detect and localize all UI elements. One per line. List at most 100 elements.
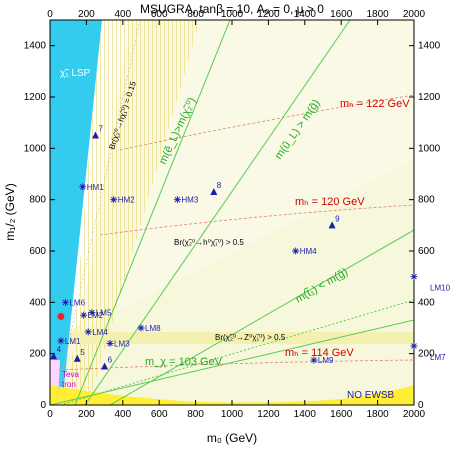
x-tick-label-top: 1000 xyxy=(221,9,244,20)
x-tick-label-top: 400 xyxy=(114,9,131,20)
benchmark-label-HM4: HM4 xyxy=(300,247,317,256)
benchmark-star-LM2 xyxy=(80,311,88,319)
benchmark-star-LM9 xyxy=(310,356,318,364)
x-tick-label: 400 xyxy=(114,409,131,420)
benchmark-star-LM8 xyxy=(137,324,145,332)
benchmark-star-LM7 xyxy=(410,342,418,350)
y-tick-label-right: 1200 xyxy=(418,92,441,103)
special-point xyxy=(57,312,65,320)
hatched-region xyxy=(68,20,200,405)
x-tick-label-top: 1200 xyxy=(257,9,280,20)
benchmark-label-LM2: LM2 xyxy=(88,311,104,320)
x-tick-label: 1800 xyxy=(366,409,389,420)
x-tick-label-top: 2000 xyxy=(403,9,426,20)
benchmark-star-HM3 xyxy=(173,196,181,204)
benchmark-label-8: 8 xyxy=(217,181,222,190)
br-c-label: Br(χ̃₂⁰→Z⁰χ̃₁⁰) > 0.5 xyxy=(215,333,286,342)
mh122-line xyxy=(119,94,414,151)
y-tick-label-right: 1400 xyxy=(418,41,441,52)
benchmark-label-LM6: LM6 xyxy=(69,298,85,307)
benchmark-label-LM10: LM10 xyxy=(430,284,451,293)
x-tick-label: 800 xyxy=(187,409,204,420)
x-tick-label: 200 xyxy=(78,409,95,420)
chart-title: MSUGRA, tanβ = 10, A₀ = 0, μ > 0 xyxy=(140,2,324,16)
benchmark-label-LM1: LM1 xyxy=(65,337,81,346)
x-tick-label-top: 200 xyxy=(78,9,95,20)
benchmark-star-LM10 xyxy=(410,273,418,281)
tevatron-label-2: tron xyxy=(62,380,76,389)
lsp-label: χ̃₁ LSP xyxy=(60,68,91,79)
benchmark-label-LM9: LM9 xyxy=(318,356,334,365)
benchmark-star-LM3 xyxy=(106,339,114,347)
benchmark-label-LM4: LM4 xyxy=(92,328,108,337)
y-tick-label-right: 800 xyxy=(418,195,435,206)
benchmark-star-HM1 xyxy=(79,183,87,191)
benchmark-triangle-9 xyxy=(328,221,336,229)
line-selectron xyxy=(74,20,231,405)
faint-diagonal xyxy=(54,20,141,405)
benchmark-label-HM1: HM1 xyxy=(87,183,104,192)
y-tick-label: 1000 xyxy=(24,143,47,154)
benchmark-star-LM4 xyxy=(84,328,92,336)
x-axis-label: m₀ (GeV) xyxy=(207,431,257,445)
mh114-label: mₕ = 114 GeV xyxy=(285,347,354,359)
no-ewsb-label: NO EWSB xyxy=(347,390,395,401)
line-stop xyxy=(109,229,414,405)
x-tick-label-top: 1800 xyxy=(366,9,389,20)
line-mchi-2 xyxy=(59,299,414,405)
benchmark-star-LM5 xyxy=(88,309,96,317)
benchmark-label-HM2: HM2 xyxy=(118,196,135,205)
no-ewsb-region xyxy=(50,385,414,405)
x-tick-label-top: 0 xyxy=(47,9,53,20)
mchi103-label: m_χ = 103 GeV xyxy=(145,356,223,368)
benchmark-triangle-5 xyxy=(73,354,81,362)
benchmark-label-LM8: LM8 xyxy=(145,324,161,333)
x-tick-label: 1400 xyxy=(294,409,317,420)
mh120-label: mₕ = 120 GeV xyxy=(295,196,365,208)
y-tick-label-right: 1000 xyxy=(418,143,441,154)
y-axis-label: m₁/₂ (GeV) xyxy=(3,183,17,240)
x-tick-label: 1200 xyxy=(257,409,280,420)
y-tick-label: 400 xyxy=(29,297,46,308)
y-tick-label: 1400 xyxy=(24,41,47,52)
benchmark-triangle-4 xyxy=(50,352,58,360)
benchmark-label-7: 7 xyxy=(99,125,104,134)
x-tick-label: 0 xyxy=(47,409,53,420)
y-tick-label: 200 xyxy=(29,349,46,360)
y-tick-label: 800 xyxy=(29,195,46,206)
y-tick-label-right: 600 xyxy=(418,246,435,257)
benchmark-label-4: 4 xyxy=(57,345,62,354)
benchmark-triangle-7 xyxy=(92,131,99,139)
y-tick-label-right: 0 xyxy=(418,400,424,411)
benchmark-label-LM7: LM7 xyxy=(430,353,446,362)
line-mchi xyxy=(50,319,414,405)
benchmark-label-LM5: LM5 xyxy=(96,309,112,318)
lsp-region xyxy=(50,20,102,405)
x-tick-label-top: 1600 xyxy=(330,9,353,20)
benchmark-triangle-8 xyxy=(210,187,218,195)
benchmark-label-6: 6 xyxy=(108,356,113,365)
x-tick-label: 2000 xyxy=(403,409,426,420)
y-tick-label: 600 xyxy=(29,246,46,257)
x-tick-label-top: 600 xyxy=(151,9,168,20)
x-tick-label-top: 800 xyxy=(187,9,204,20)
benchmark-star-HM2 xyxy=(110,196,118,204)
benchmark-label-HM3: HM3 xyxy=(181,196,198,205)
benchmark-star-HM4 xyxy=(292,247,300,255)
x-tick-label-top: 1400 xyxy=(294,9,317,20)
line-squark xyxy=(84,20,351,405)
x-tick-label: 1600 xyxy=(330,409,353,420)
y-tick-label-right: 400 xyxy=(418,297,435,308)
y-tick-label: 1200 xyxy=(24,92,47,103)
y-tick-label: 0 xyxy=(40,400,46,411)
br-b-label: Br(χ̃₂⁰→h⁰χ̃₁⁰) > 0.5 xyxy=(174,238,244,247)
benchmark-star-LM6 xyxy=(61,298,69,306)
x-tick-label: 1000 xyxy=(221,409,244,420)
benchmark-label-5: 5 xyxy=(80,348,85,357)
tevatron-label-1: Teva xyxy=(62,370,79,379)
benchmark-star-LM1 xyxy=(57,337,65,345)
mh122-label: mₕ = 122 GeV xyxy=(340,98,410,110)
y-tick-label-right: 200 xyxy=(418,349,435,360)
benchmark-label-9: 9 xyxy=(335,214,340,223)
